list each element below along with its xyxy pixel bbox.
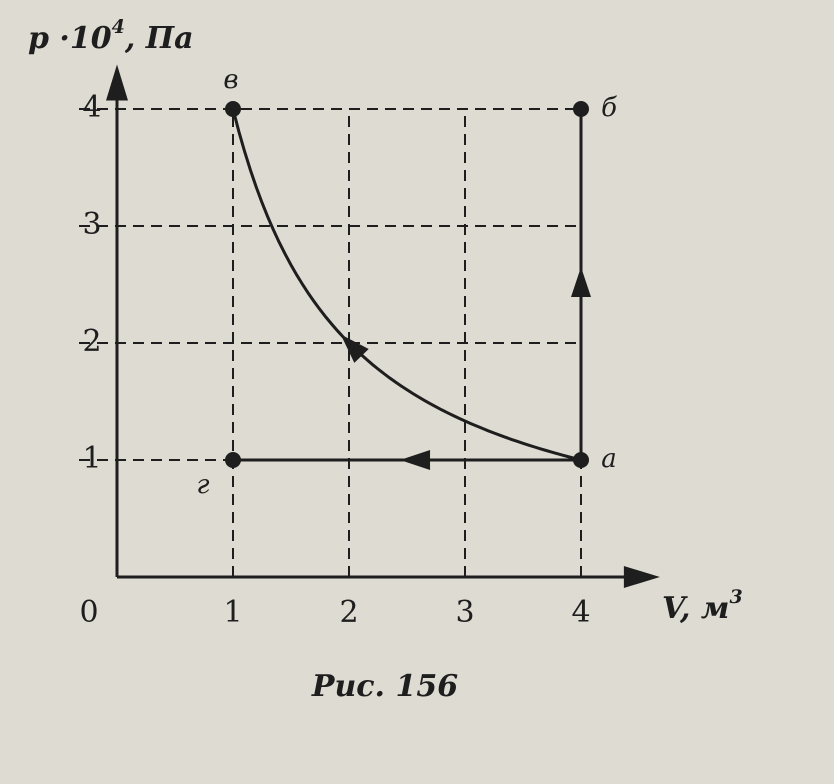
- direction-arrow: [340, 334, 369, 363]
- state-point: [573, 452, 589, 468]
- point-label: а: [601, 444, 617, 474]
- point-label: г: [196, 470, 209, 500]
- state-point: [573, 101, 589, 117]
- y-tick-label: 1: [82, 441, 101, 476]
- state-point: [225, 101, 241, 117]
- x-tick-label: 0: [79, 595, 98, 630]
- y-label-text: p ·10: [28, 21, 112, 56]
- x-tick-label: 3: [455, 595, 474, 630]
- direction-arrow: [571, 266, 591, 297]
- y-tick-label: 3: [82, 207, 101, 242]
- x-axis-label: V, м3: [662, 586, 743, 626]
- x-label-power: 3: [729, 586, 742, 608]
- y-tick-label: 2: [82, 324, 101, 359]
- direction-arrow: [400, 450, 431, 470]
- caption: Рис. 156: [311, 669, 458, 704]
- point-label: б: [601, 93, 617, 123]
- x-tick-label: 1: [223, 595, 242, 630]
- y-label-unit: , Па: [124, 21, 194, 56]
- y-label-power: 4: [112, 16, 125, 38]
- x-axis-arrow: [623, 566, 660, 588]
- y-tick-label: 4: [82, 90, 101, 125]
- y-axis-arrow: [106, 64, 128, 101]
- y-axis-label: p ·104, Па: [28, 16, 194, 56]
- state-point: [225, 452, 241, 468]
- isotherm-curve: [231, 108, 582, 462]
- x-tick-label: 2: [339, 595, 358, 630]
- x-label-text: V, м: [662, 591, 729, 626]
- point-label: в: [223, 65, 238, 95]
- x-tick-label: 4: [571, 595, 590, 630]
